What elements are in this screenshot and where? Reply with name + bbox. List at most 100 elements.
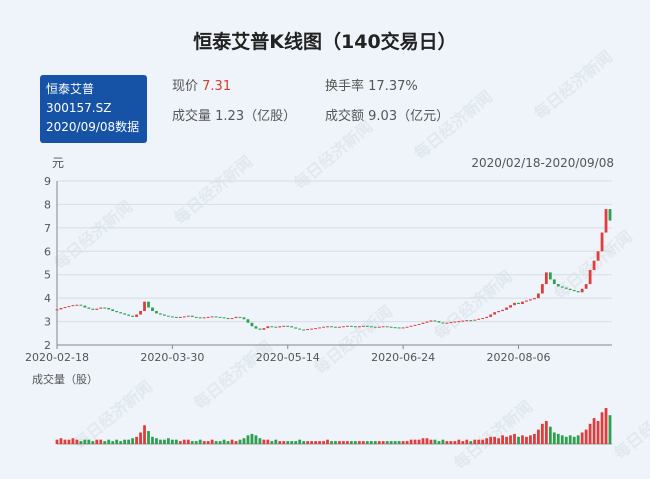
volume-bar (592, 418, 596, 444)
volume-bar (533, 433, 536, 444)
volume-bar (290, 441, 294, 444)
volume-bar (127, 439, 131, 444)
candle (473, 319, 477, 321)
candle (449, 322, 453, 324)
candle (517, 302, 520, 304)
candle (143, 301, 146, 312)
volume-bar (214, 441, 218, 444)
volume-bar (131, 438, 134, 444)
candle (59, 307, 63, 310)
volume-bar (481, 439, 485, 444)
candle (525, 300, 528, 302)
volume-bar (310, 441, 314, 444)
volume-bar (425, 438, 429, 444)
volume-bar (564, 436, 568, 444)
candle (147, 301, 150, 308)
candle (258, 328, 262, 330)
candle (600, 232, 604, 252)
candle (533, 298, 536, 300)
candle (560, 286, 564, 288)
volume-bar (282, 441, 286, 444)
candle (71, 305, 75, 307)
volume-bar (91, 441, 95, 444)
candle (270, 326, 274, 328)
candle (469, 320, 473, 322)
volume-bar (608, 415, 612, 444)
volume-bar (194, 441, 198, 444)
candle (437, 321, 441, 323)
volume-bar (234, 441, 238, 444)
candle (564, 287, 568, 289)
candle (457, 321, 461, 323)
candle (465, 320, 469, 322)
candle (461, 320, 465, 322)
badge (40, 75, 147, 143)
volume-bar (75, 439, 79, 444)
candle (123, 313, 127, 315)
volume-bar (401, 441, 405, 444)
info-value: 17.37% (368, 79, 418, 94)
plot: 2 3 4 5 6 7 8 9 2020-02-18 2020-03-30 2020-05-14 20… (25, 175, 612, 445)
candle (302, 329, 306, 331)
volume-bar (107, 439, 111, 444)
candle (505, 307, 508, 310)
volume-bar (445, 441, 449, 444)
candle (163, 314, 166, 316)
candle (433, 320, 437, 322)
candle (246, 319, 250, 323)
volume-bar (139, 432, 142, 444)
candle (421, 322, 425, 324)
candle (230, 318, 234, 320)
candle (346, 325, 349, 327)
candle (489, 314, 493, 317)
candle (174, 316, 178, 318)
candle (369, 326, 373, 328)
volume-bar (552, 432, 556, 444)
volume-bar (155, 438, 158, 444)
volume-bar (548, 426, 552, 444)
candle (214, 316, 218, 318)
volume-bar (314, 441, 317, 444)
volume-bar (346, 441, 349, 444)
candle (425, 321, 429, 323)
candle (310, 328, 314, 330)
candle (548, 272, 552, 280)
candle (242, 317, 246, 320)
candle (552, 279, 556, 285)
title: 恒泰艾普K线图（140交易日） (193, 30, 456, 53)
y-tick-label: 4 (44, 292, 51, 305)
volume-bar (600, 412, 604, 444)
candle (79, 304, 83, 306)
candle (190, 315, 194, 317)
info-amount: 成交额 9.03（亿元） (325, 108, 449, 124)
volume-bar (556, 433, 560, 444)
volume-label: 成交量（股） (32, 372, 98, 386)
candle (608, 209, 612, 221)
candle (409, 325, 413, 327)
candle (262, 328, 266, 330)
candle (342, 326, 345, 328)
volume-bar (350, 441, 353, 444)
volume-bar (381, 441, 385, 444)
volume-bar (151, 436, 154, 444)
candle (210, 316, 214, 318)
volume-bar (99, 439, 103, 444)
volume-bar (294, 441, 298, 444)
volume-bar (338, 441, 341, 444)
candle (127, 314, 131, 316)
candle (497, 311, 500, 313)
volume-bar (322, 441, 325, 444)
volume-bar (441, 439, 445, 444)
volume-bar (461, 441, 465, 444)
volume-bar (178, 441, 182, 444)
candle (202, 317, 206, 319)
volume-bar (218, 441, 222, 444)
volume-bar (190, 441, 194, 444)
candle (63, 307, 67, 309)
info-value: 1.23（亿股） (215, 109, 296, 124)
volume-bar (111, 441, 115, 444)
volume-bar (238, 439, 242, 444)
volume-bar (167, 438, 170, 444)
volume-bar (318, 441, 321, 444)
volume-bar (369, 441, 373, 444)
